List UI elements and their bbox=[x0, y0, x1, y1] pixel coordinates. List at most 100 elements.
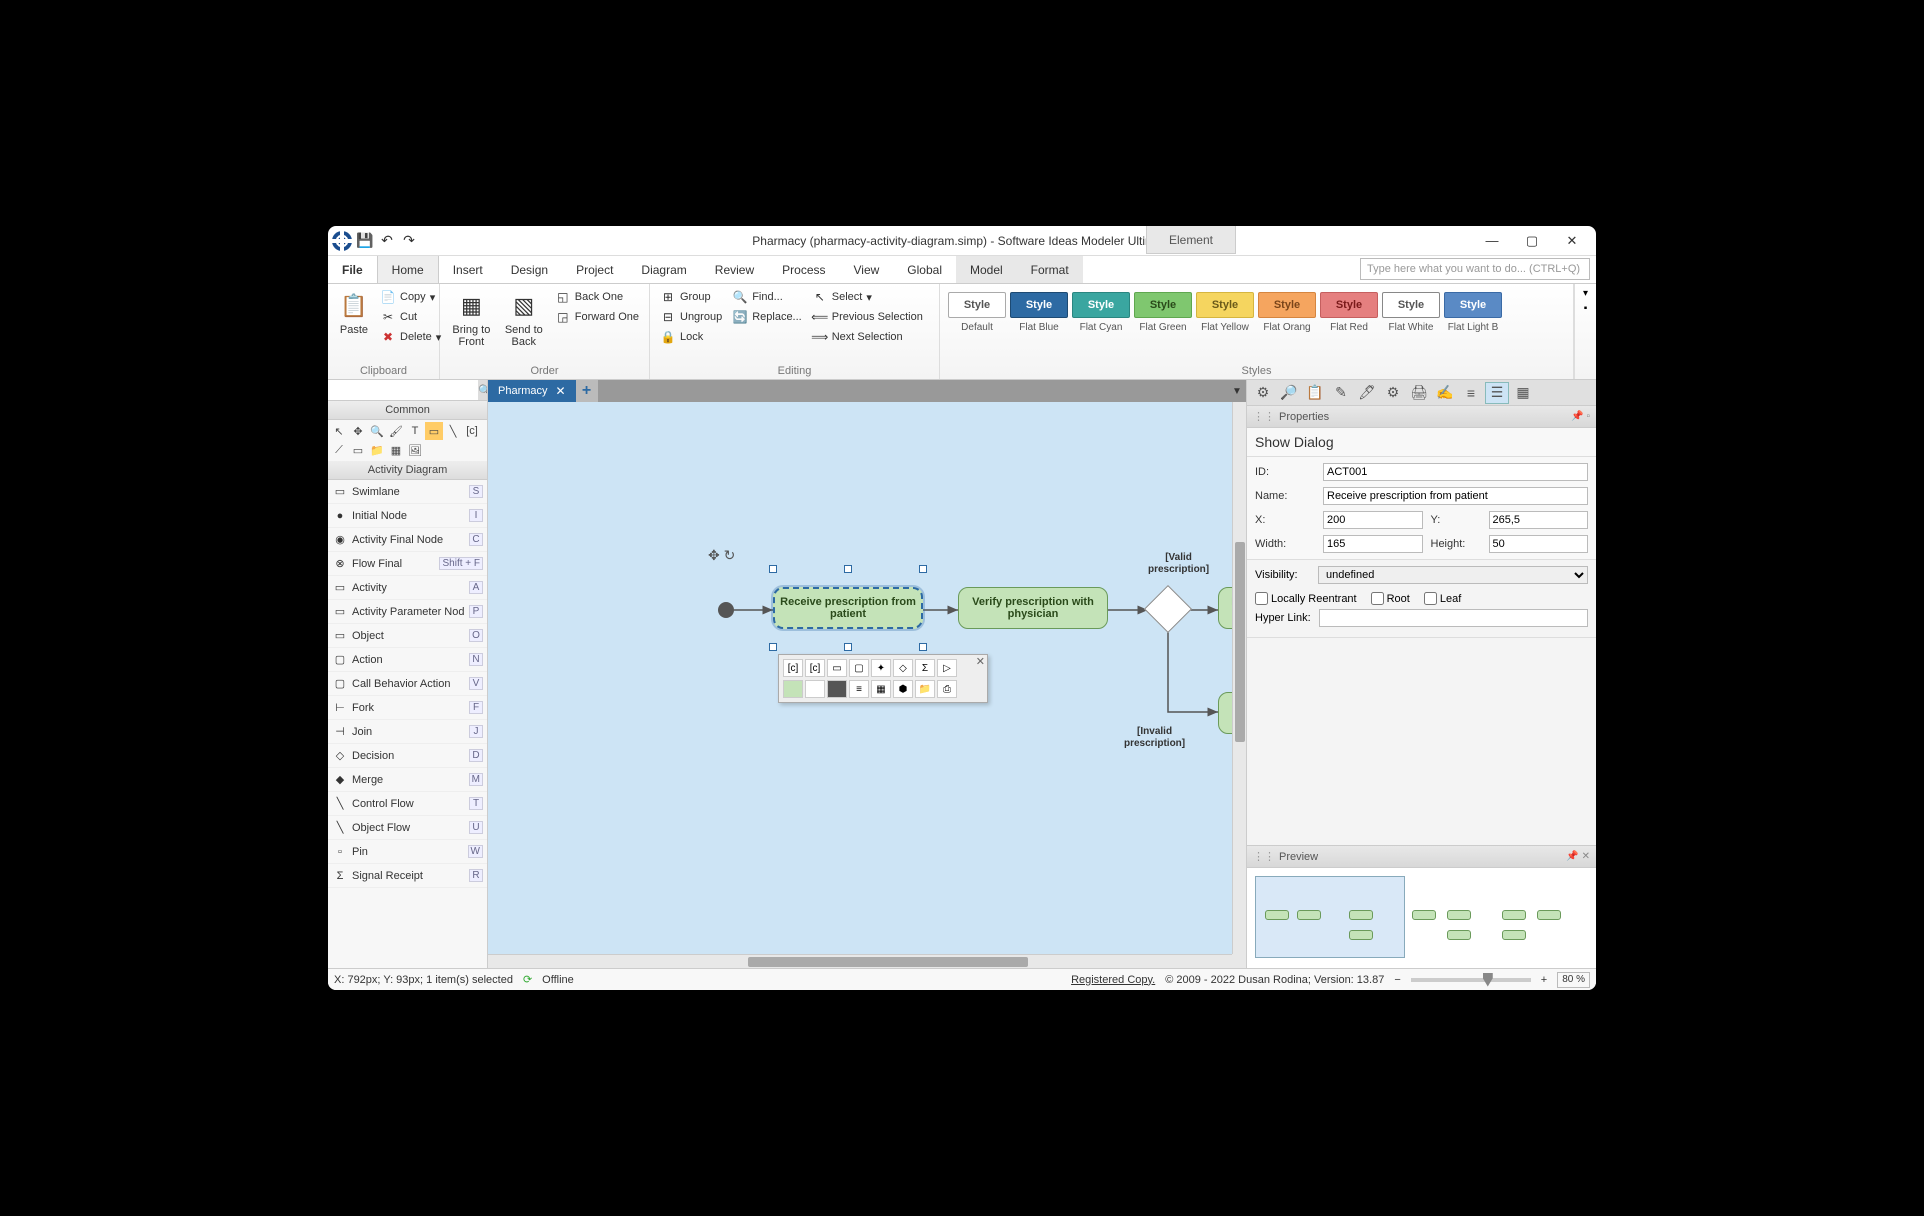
bring-front-button[interactable]: ▦Bring to Front bbox=[448, 288, 495, 350]
rtab-1[interactable]: ⚙ bbox=[1251, 382, 1275, 404]
rtab-8[interactable]: ✍ bbox=[1433, 382, 1457, 404]
selection-handle[interactable] bbox=[844, 565, 852, 573]
activity-node[interactable]: Verify prescription with physician bbox=[958, 587, 1108, 629]
palette-fork[interactable]: ⊢ForkF bbox=[328, 696, 487, 720]
selection-handle[interactable] bbox=[769, 643, 777, 651]
ctx-action-5[interactable]: ✦ bbox=[871, 659, 891, 677]
hyperlink-field[interactable] bbox=[1319, 609, 1588, 627]
palette-activity[interactable]: ▭ActivityA bbox=[328, 576, 487, 600]
document-tab[interactable]: Pharmacy ✕ bbox=[488, 380, 576, 402]
selection-handle[interactable] bbox=[919, 565, 927, 573]
palette-activity-parameter-nod[interactable]: ▭Activity Parameter NodP bbox=[328, 600, 487, 624]
replace-button[interactable]: 🔄Replace... bbox=[730, 308, 804, 326]
rtab-6[interactable]: ⚙ bbox=[1381, 382, 1405, 404]
toolbox-search-button[interactable]: 🔍 bbox=[478, 380, 488, 400]
rtab-2[interactable]: 🔎 bbox=[1277, 382, 1301, 404]
image-tool[interactable]: 🖼 bbox=[406, 441, 424, 459]
rtab-5[interactable]: 🖊 bbox=[1355, 382, 1379, 404]
style-swatch-flat-red[interactable]: Style bbox=[1320, 292, 1378, 318]
comment-tool[interactable]: [c] bbox=[463, 422, 481, 440]
tab-menu-icon[interactable]: ▼ bbox=[1228, 380, 1246, 402]
context-close-icon[interactable]: ✕ bbox=[976, 655, 985, 668]
menu-view[interactable]: View bbox=[840, 256, 894, 283]
activity-node[interactable]: Receive prescription from patient bbox=[773, 587, 923, 629]
name-field[interactable] bbox=[1323, 487, 1588, 505]
selection-handle[interactable] bbox=[769, 565, 777, 573]
style-swatch-flat-yellow[interactable]: Style bbox=[1196, 292, 1254, 318]
ctx-action-3[interactable]: ▭ bbox=[827, 659, 847, 677]
send-back-button[interactable]: ▧Send to Back bbox=[501, 288, 547, 350]
close-tab-icon[interactable]: ✕ bbox=[556, 384, 566, 398]
menu-project[interactable]: Project bbox=[562, 256, 627, 283]
toolbox-search-input[interactable] bbox=[328, 380, 478, 400]
decision-node[interactable] bbox=[1144, 585, 1192, 633]
y-field[interactable] bbox=[1489, 511, 1589, 529]
contextual-tab-label[interactable]: Element bbox=[1146, 226, 1236, 254]
ctx-fill-1[interactable] bbox=[783, 680, 803, 698]
rtab-10[interactable]: ▦ bbox=[1511, 382, 1535, 404]
rtab-3[interactable]: 📋 bbox=[1303, 382, 1327, 404]
ctx-fill-6[interactable]: ⬢ bbox=[893, 680, 913, 698]
ctx-action-6[interactable]: ◇ bbox=[893, 659, 913, 677]
paint-tool[interactable]: 🖌 bbox=[387, 422, 405, 440]
menu-model[interactable]: Model bbox=[956, 256, 1017, 283]
zoom-tool[interactable]: 🔍 bbox=[368, 422, 386, 440]
width-field[interactable] bbox=[1323, 535, 1423, 553]
style-swatch-flat-blue[interactable]: Style bbox=[1010, 292, 1068, 318]
ctx-action-1[interactable]: [c] bbox=[783, 659, 803, 677]
pin-icon[interactable]: 📌 ▫ bbox=[1571, 411, 1590, 422]
copy-button[interactable]: 📄Copy ▾ bbox=[378, 288, 443, 306]
grip-icon[interactable]: ⋮⋮ bbox=[1253, 850, 1275, 863]
ribbon-collapse-icon[interactable]: ▾ bbox=[1583, 288, 1588, 299]
delete-button[interactable]: ✖Delete ▾ bbox=[378, 328, 443, 346]
initial-node[interactable] bbox=[718, 602, 734, 618]
palette-object-flow[interactable]: ╲Object FlowU bbox=[328, 816, 487, 840]
ribbon-more-icon[interactable]: ▪ bbox=[1584, 303, 1588, 314]
menu-global[interactable]: Global bbox=[893, 256, 956, 283]
prev-selection-button[interactable]: ⟸Previous Selection bbox=[810, 308, 925, 326]
folder-tool[interactable]: 📁 bbox=[368, 441, 386, 459]
connector-tool[interactable]: ⟋ bbox=[330, 441, 348, 459]
palette-action[interactable]: ▢ActionN bbox=[328, 648, 487, 672]
vertical-scrollbar[interactable] bbox=[1232, 402, 1246, 954]
zoom-value[interactable]: 80 % bbox=[1557, 972, 1590, 988]
ctx-action-8[interactable]: ▷ bbox=[937, 659, 957, 677]
palette-initial-node[interactable]: ●Initial NodeI bbox=[328, 504, 487, 528]
pan-tool[interactable]: ✥ bbox=[349, 422, 367, 440]
palette-call-behavior-action[interactable]: ▢Call Behavior ActionV bbox=[328, 672, 487, 696]
root-checkbox[interactable]: Root bbox=[1371, 592, 1410, 605]
preview-pin-icon[interactable]: 📌 ✕ bbox=[1566, 851, 1590, 862]
style-swatch-default[interactable]: Style bbox=[948, 292, 1006, 318]
rtab-4[interactable]: ✎ bbox=[1329, 382, 1353, 404]
pointer-tool[interactable]: ↖ bbox=[330, 422, 348, 440]
height-field[interactable] bbox=[1489, 535, 1589, 553]
text-tool[interactable]: T bbox=[406, 422, 424, 440]
palette-decision[interactable]: ◇DecisionD bbox=[328, 744, 487, 768]
selection-handle[interactable] bbox=[919, 643, 927, 651]
ctx-fill-5[interactable]: ▦ bbox=[871, 680, 891, 698]
ctx-fill-3[interactable] bbox=[827, 680, 847, 698]
palette-object[interactable]: ▭ObjectO bbox=[328, 624, 487, 648]
id-field[interactable] bbox=[1323, 463, 1588, 481]
menu-insert[interactable]: Insert bbox=[439, 256, 497, 283]
horizontal-scrollbar[interactable] bbox=[488, 954, 1232, 968]
menu-process[interactable]: Process bbox=[768, 256, 839, 283]
group-button[interactable]: ⊞Group bbox=[658, 288, 724, 306]
ctx-fill-2[interactable] bbox=[805, 680, 825, 698]
palette-merge[interactable]: ◆MergeM bbox=[328, 768, 487, 792]
menu-design[interactable]: Design bbox=[497, 256, 562, 283]
note-tool[interactable]: ▭ bbox=[425, 422, 443, 440]
undo-icon[interactable]: ↶ bbox=[378, 232, 396, 250]
zoom-out-button[interactable]: − bbox=[1394, 974, 1400, 986]
ctx-action-7[interactable]: Σ bbox=[915, 659, 935, 677]
style-swatch-flat-light-b[interactable]: Style bbox=[1444, 292, 1502, 318]
lock-button[interactable]: 🔒Lock bbox=[658, 328, 724, 346]
rtab-properties[interactable]: ☰ bbox=[1485, 382, 1509, 404]
minimize-button[interactable]: — bbox=[1472, 227, 1512, 255]
palette-join[interactable]: ⊣JoinJ bbox=[328, 720, 487, 744]
style-swatch-flat-green[interactable]: Style bbox=[1134, 292, 1192, 318]
locally-reentrant-checkbox[interactable]: Locally Reentrant bbox=[1255, 592, 1357, 605]
select-button[interactable]: ↖Select ▾ bbox=[810, 288, 925, 306]
palette-swimlane[interactable]: ▭SwimlaneS bbox=[328, 480, 487, 504]
zoom-slider[interactable] bbox=[1411, 978, 1531, 982]
